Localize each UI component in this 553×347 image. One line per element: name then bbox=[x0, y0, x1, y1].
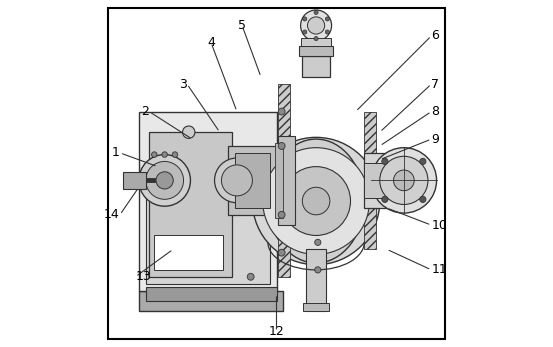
Bar bbox=[139, 290, 283, 311]
Text: 3: 3 bbox=[179, 77, 187, 91]
Circle shape bbox=[325, 17, 330, 21]
Circle shape bbox=[394, 170, 414, 191]
Text: 10: 10 bbox=[431, 219, 447, 232]
Text: 14: 14 bbox=[104, 208, 120, 221]
Bar bbox=[275, 143, 283, 218]
Circle shape bbox=[221, 165, 252, 196]
Circle shape bbox=[182, 126, 195, 138]
Bar bbox=[301, 37, 331, 46]
Bar bbox=[364, 153, 404, 208]
Circle shape bbox=[382, 158, 388, 164]
Bar bbox=[306, 249, 326, 311]
Circle shape bbox=[152, 152, 157, 157]
Circle shape bbox=[162, 152, 168, 157]
Circle shape bbox=[382, 196, 388, 202]
Circle shape bbox=[302, 30, 307, 34]
Ellipse shape bbox=[268, 139, 364, 263]
Circle shape bbox=[278, 143, 285, 150]
Circle shape bbox=[420, 196, 426, 202]
Circle shape bbox=[247, 273, 254, 280]
Text: 6: 6 bbox=[431, 29, 439, 42]
Text: 2: 2 bbox=[141, 105, 149, 118]
Circle shape bbox=[302, 17, 307, 21]
Bar bbox=[123, 172, 145, 189]
Text: 11: 11 bbox=[431, 263, 447, 276]
Circle shape bbox=[139, 154, 190, 206]
Bar bbox=[139, 111, 276, 290]
Bar bbox=[228, 146, 276, 215]
Circle shape bbox=[301, 10, 332, 41]
Text: 13: 13 bbox=[135, 270, 151, 283]
Circle shape bbox=[314, 10, 318, 15]
Bar bbox=[278, 84, 290, 277]
Bar bbox=[145, 197, 270, 283]
Circle shape bbox=[156, 172, 173, 189]
Circle shape bbox=[302, 187, 330, 215]
Circle shape bbox=[371, 148, 436, 213]
Bar bbox=[364, 111, 377, 249]
Bar bbox=[235, 153, 270, 208]
Text: 5: 5 bbox=[238, 19, 246, 32]
Circle shape bbox=[278, 211, 285, 218]
Circle shape bbox=[315, 239, 321, 245]
Text: 9: 9 bbox=[431, 133, 439, 146]
Bar bbox=[304, 303, 329, 311]
Bar bbox=[154, 236, 223, 270]
Circle shape bbox=[314, 36, 318, 41]
Text: 7: 7 bbox=[431, 77, 440, 91]
Text: 12: 12 bbox=[269, 325, 284, 338]
Circle shape bbox=[281, 167, 351, 236]
Circle shape bbox=[420, 158, 426, 164]
Circle shape bbox=[307, 17, 325, 34]
Bar bbox=[145, 287, 276, 301]
Circle shape bbox=[215, 158, 259, 203]
Circle shape bbox=[278, 108, 285, 115]
Circle shape bbox=[263, 148, 369, 254]
Bar bbox=[149, 132, 232, 277]
Circle shape bbox=[278, 249, 285, 256]
Circle shape bbox=[172, 152, 178, 157]
Circle shape bbox=[380, 156, 428, 204]
Text: 4: 4 bbox=[207, 36, 215, 49]
Bar bbox=[278, 136, 295, 225]
Circle shape bbox=[145, 161, 184, 199]
Text: 1: 1 bbox=[112, 146, 120, 159]
Circle shape bbox=[252, 137, 380, 265]
Circle shape bbox=[315, 267, 321, 273]
Bar bbox=[302, 57, 330, 77]
Bar bbox=[299, 46, 333, 57]
Bar bbox=[364, 163, 404, 197]
Text: 8: 8 bbox=[431, 105, 440, 118]
Circle shape bbox=[325, 30, 330, 34]
